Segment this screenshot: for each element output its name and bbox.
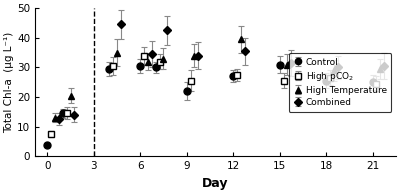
Legend: Control, High pCO$_2$, High Temperature, Combined: Control, High pCO$_2$, High Temperature,… [288, 53, 391, 112]
X-axis label: Day: Day [202, 177, 229, 190]
Y-axis label: Total Chl-a  (μg L⁻¹): Total Chl-a (μg L⁻¹) [4, 32, 14, 133]
